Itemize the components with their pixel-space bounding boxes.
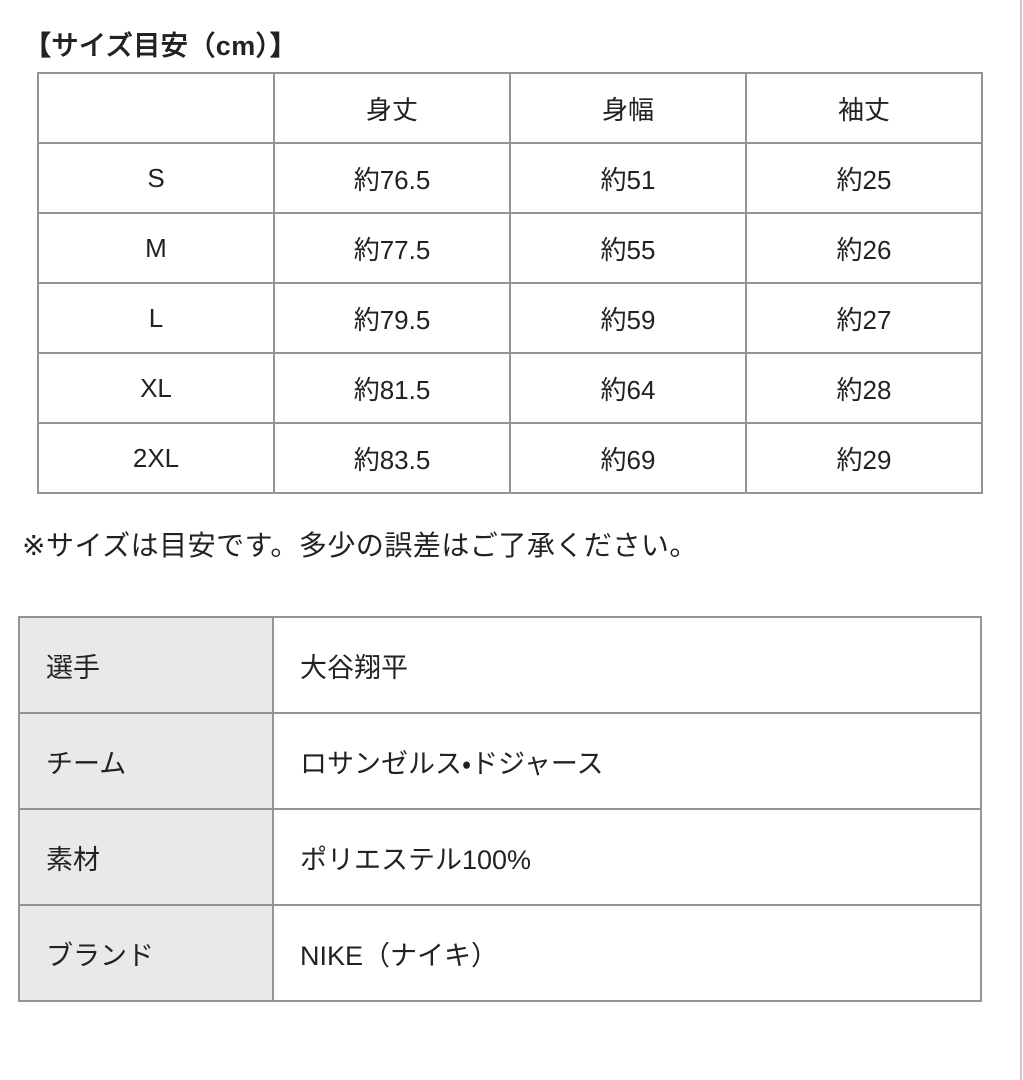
size-value-cell: 約27 — [745, 282, 983, 354]
spec-value-cell: 大谷翔平 — [272, 616, 982, 714]
size-table-header-body-width: 身幅 — [509, 72, 747, 144]
size-value-cell: 約55 — [509, 212, 747, 284]
page-right-edge-line — [1020, 0, 1022, 1080]
size-value-cell: 約77.5 — [273, 212, 511, 284]
size-value-cell: 約76.5 — [273, 142, 511, 214]
size-value-cell: 約81.5 — [273, 352, 511, 424]
size-table-row: M 約77.5 約55 約26 — [37, 212, 983, 284]
size-value-cell: 約69 — [509, 422, 747, 494]
spec-label-cell: 選手 — [18, 616, 274, 714]
size-table-header-body-length: 身丈 — [273, 72, 511, 144]
size-table-corner-cell — [37, 72, 275, 144]
spec-value-cell: NIKE（ナイキ） — [272, 904, 982, 1002]
spec-label-cell: ブランド — [18, 904, 274, 1002]
size-name-cell: L — [37, 282, 275, 354]
size-table-row: 2XL 約83.5 約69 約29 — [37, 422, 983, 494]
size-value-cell: 約26 — [745, 212, 983, 284]
spec-label-cell: チーム — [18, 712, 274, 810]
spec-value-cell: ロサンゼルス・ドジャース — [272, 712, 982, 810]
size-table-row: XL 約81.5 約64 約28 — [37, 352, 983, 424]
size-value-cell: 約28 — [745, 352, 983, 424]
spec-label-cell: 素材 — [18, 808, 274, 906]
spec-value-cell: ポリエステル100% — [272, 808, 982, 906]
spec-table-row: 選手 大谷翔平 — [18, 616, 982, 714]
size-value-cell: 約25 — [745, 142, 983, 214]
spec-table-row: 素材 ポリエステル100% — [18, 808, 982, 906]
size-value-cell: 約79.5 — [273, 282, 511, 354]
size-guide-title: 【サイズ目安（cm）】 — [24, 31, 298, 61]
size-disclaimer-note: ※サイズは目安です。多少の誤差はご了承ください。 — [22, 530, 698, 561]
size-name-cell: 2XL — [37, 422, 275, 494]
size-name-cell: XL — [37, 352, 275, 424]
spec-table-row: チーム ロサンゼルス・ドジャース — [18, 712, 982, 810]
size-value-cell: 約51 — [509, 142, 747, 214]
spec-table-row: ブランド NIKE（ナイキ） — [18, 904, 982, 1002]
size-value-cell: 約29 — [745, 422, 983, 494]
size-table-header-sleeve-length: 袖丈 — [745, 72, 983, 144]
size-value-cell: 約64 — [509, 352, 747, 424]
size-value-cell: 約59 — [509, 282, 747, 354]
size-table-header-row: 身丈 身幅 袖丈 — [37, 72, 983, 144]
size-table-row: S 約76.5 約51 約25 — [37, 142, 983, 214]
size-table-row: L 約79.5 約59 約27 — [37, 282, 983, 354]
size-value-cell: 約83.5 — [273, 422, 511, 494]
size-name-cell: S — [37, 142, 275, 214]
product-spec-table: 選手 大谷翔平 チーム ロサンゼルス・ドジャース 素材 ポリエステル100% ブランド NIK… — [18, 616, 982, 1002]
size-guide-table: 身丈 身幅 袖丈 S 約76.5 約51 約25 M 約77.5 約55 約26 L 約79.5 約… — [37, 72, 983, 494]
size-name-cell: M — [37, 212, 275, 284]
